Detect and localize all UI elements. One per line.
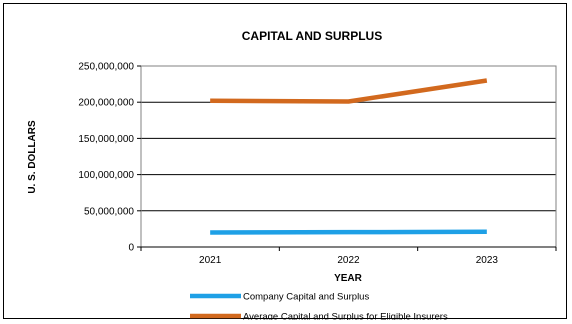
y-axis: 0 50,000,000 100,000,000 150,000,000 200,000… (78, 62, 141, 254)
series-lines (210, 78, 488, 235)
y-tick-label: 250,000,000 (78, 62, 134, 73)
y-tick-label: 200,000,000 (78, 98, 134, 109)
x-axis-title: YEAR (334, 273, 363, 284)
y-tick-label: 0 (128, 243, 134, 254)
x-axis: 2021 2022 2023 (140, 246, 557, 266)
y-tick-label: 150,000,000 (78, 134, 134, 145)
legend: Company Capital and Surplus Average Capit… (190, 292, 448, 321)
legend-label: Company Capital and Surplus (243, 292, 369, 303)
y-tick-label: 50,000,000 (84, 206, 134, 217)
line-chart: CAPITAL AND SURPLUS 0 50,000,000 100,000,0… (27, 29, 557, 321)
plot-area (140, 65, 557, 248)
x-tick-label: 2022 (337, 255, 360, 266)
legend-label: Average Capital and Surplus for Eligible… (243, 312, 448, 321)
series-line (210, 78, 488, 104)
y-axis-title: U. S. DOLLARS (27, 120, 38, 194)
y-tick-label: 100,000,000 (78, 170, 134, 181)
series-line (210, 229, 487, 235)
chart-title: CAPITAL AND SURPLUS (242, 29, 382, 43)
gridlines (141, 101, 556, 212)
chart-frame: CAPITAL AND SURPLUS 0 50,000,000 100,000,0… (3, 3, 567, 321)
x-tick-label: 2021 (199, 255, 222, 266)
x-tick-label: 2023 (476, 255, 499, 266)
